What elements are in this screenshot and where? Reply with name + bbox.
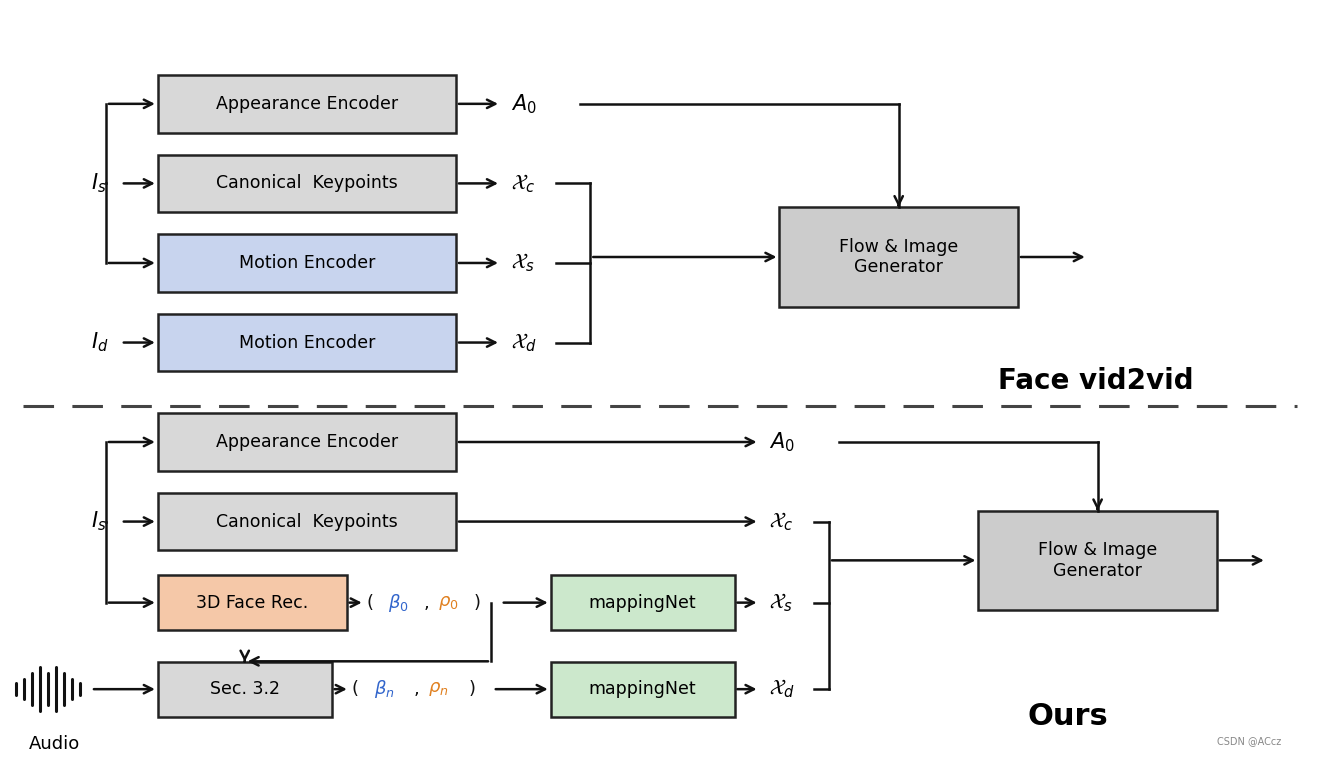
Text: $A_0$: $A_0$ bbox=[769, 430, 795, 453]
Text: $A_0$: $A_0$ bbox=[511, 92, 536, 116]
Text: $\mathcal{X}_c$: $\mathcal{X}_c$ bbox=[769, 510, 794, 533]
Text: ): ) bbox=[469, 680, 475, 698]
Text: ): ) bbox=[474, 593, 481, 612]
Text: mappingNet: mappingNet bbox=[589, 593, 697, 612]
Text: $I_s$: $I_s$ bbox=[91, 509, 107, 534]
Text: $\mathcal{X}_d$: $\mathcal{X}_d$ bbox=[511, 332, 537, 354]
Text: ,: , bbox=[423, 593, 429, 612]
Text: Ours: Ours bbox=[1029, 702, 1109, 731]
Text: Flow & Image
Generator: Flow & Image Generator bbox=[839, 238, 959, 276]
Text: $\mathcal{X}_d$: $\mathcal{X}_d$ bbox=[769, 678, 795, 700]
FancyBboxPatch shape bbox=[979, 511, 1217, 610]
Text: Face vid2vid: Face vid2vid bbox=[998, 367, 1193, 395]
FancyBboxPatch shape bbox=[551, 662, 735, 717]
FancyBboxPatch shape bbox=[158, 75, 456, 132]
Text: CSDN @ACcz: CSDN @ACcz bbox=[1217, 737, 1281, 746]
FancyBboxPatch shape bbox=[158, 413, 456, 471]
FancyBboxPatch shape bbox=[158, 234, 456, 291]
Text: $\beta_0$: $\beta_0$ bbox=[389, 592, 410, 614]
FancyBboxPatch shape bbox=[780, 207, 1018, 307]
Text: Flow & Image
Generator: Flow & Image Generator bbox=[1038, 541, 1158, 580]
Text: $\rho_n$: $\rho_n$ bbox=[428, 680, 449, 698]
Text: $\rho_0$: $\rho_0$ bbox=[439, 593, 458, 612]
Text: $\mathcal{X}_s$: $\mathcal{X}_s$ bbox=[511, 251, 535, 274]
Text: (: ( bbox=[352, 680, 365, 698]
Text: Appearance Encoder: Appearance Encoder bbox=[216, 433, 398, 451]
FancyBboxPatch shape bbox=[158, 154, 456, 212]
Text: Canonical  Keypoints: Canonical Keypoints bbox=[216, 512, 398, 531]
FancyBboxPatch shape bbox=[158, 662, 332, 717]
FancyBboxPatch shape bbox=[158, 313, 456, 372]
Text: mappingNet: mappingNet bbox=[589, 680, 697, 698]
Text: Appearance Encoder: Appearance Encoder bbox=[216, 95, 398, 113]
Text: ,: , bbox=[414, 680, 419, 698]
Text: (: ( bbox=[366, 593, 379, 612]
Text: Motion Encoder: Motion Encoder bbox=[238, 334, 375, 351]
Text: $I_d$: $I_d$ bbox=[91, 331, 108, 354]
Text: Audio: Audio bbox=[29, 735, 79, 753]
FancyBboxPatch shape bbox=[551, 575, 735, 630]
Text: Sec. 3.2: Sec. 3.2 bbox=[209, 680, 279, 698]
Text: $\mathcal{X}_s$: $\mathcal{X}_s$ bbox=[769, 591, 793, 614]
FancyBboxPatch shape bbox=[158, 575, 346, 630]
FancyBboxPatch shape bbox=[158, 493, 456, 550]
Text: Motion Encoder: Motion Encoder bbox=[238, 254, 375, 272]
Text: $I_s$: $I_s$ bbox=[91, 172, 107, 195]
Text: $\mathcal{X}_c$: $\mathcal{X}_c$ bbox=[511, 172, 535, 195]
Text: 3D Face Rec.: 3D Face Rec. bbox=[196, 593, 308, 612]
Text: Canonical  Keypoints: Canonical Keypoints bbox=[216, 174, 398, 192]
Text: $\beta_n$: $\beta_n$ bbox=[374, 678, 394, 700]
